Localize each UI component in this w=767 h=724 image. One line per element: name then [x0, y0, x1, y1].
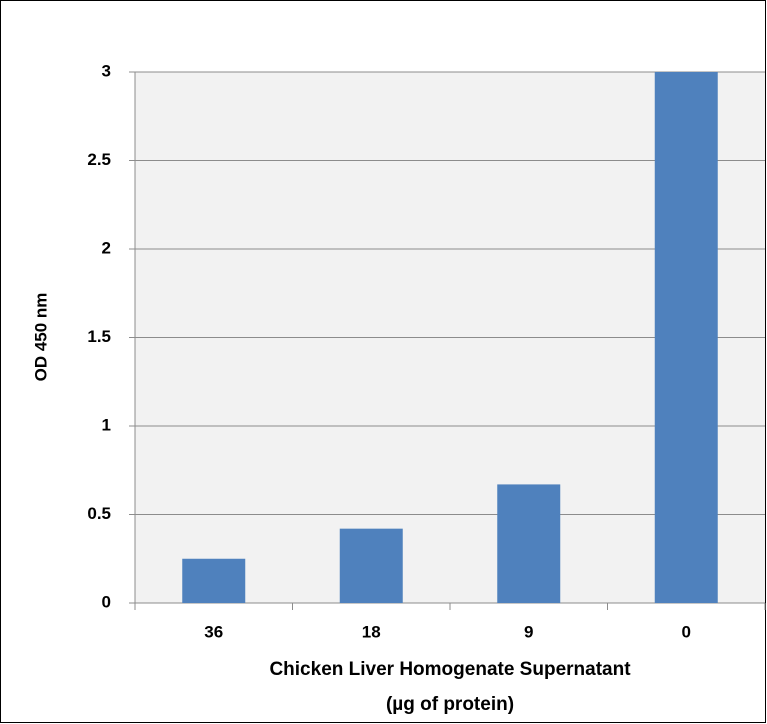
x-tick-label: 0 [682, 622, 691, 641]
x-tick-label: 9 [524, 622, 533, 641]
y-tick-label: 1 [102, 415, 111, 434]
x-tick-label: 36 [204, 622, 223, 641]
x-tick-label: 18 [362, 622, 381, 641]
bar [654, 72, 718, 603]
y-tick-label: 1.5 [87, 327, 111, 346]
y-axis-title: OD 450 nm [31, 293, 50, 382]
y-tick-label: 3 [102, 61, 111, 80]
x-axis-title: (µg of protein) [386, 694, 514, 715]
y-tick-label: 0 [102, 592, 111, 611]
bar [497, 484, 561, 603]
x-axis-title: Chicken Liver Homogenate Supernatant [269, 659, 631, 680]
bar [339, 528, 403, 603]
y-tick-label: 2.5 [87, 150, 111, 169]
bar [182, 558, 246, 603]
y-tick-label: 0.5 [87, 504, 111, 523]
y-tick-label: 2 [102, 238, 111, 257]
